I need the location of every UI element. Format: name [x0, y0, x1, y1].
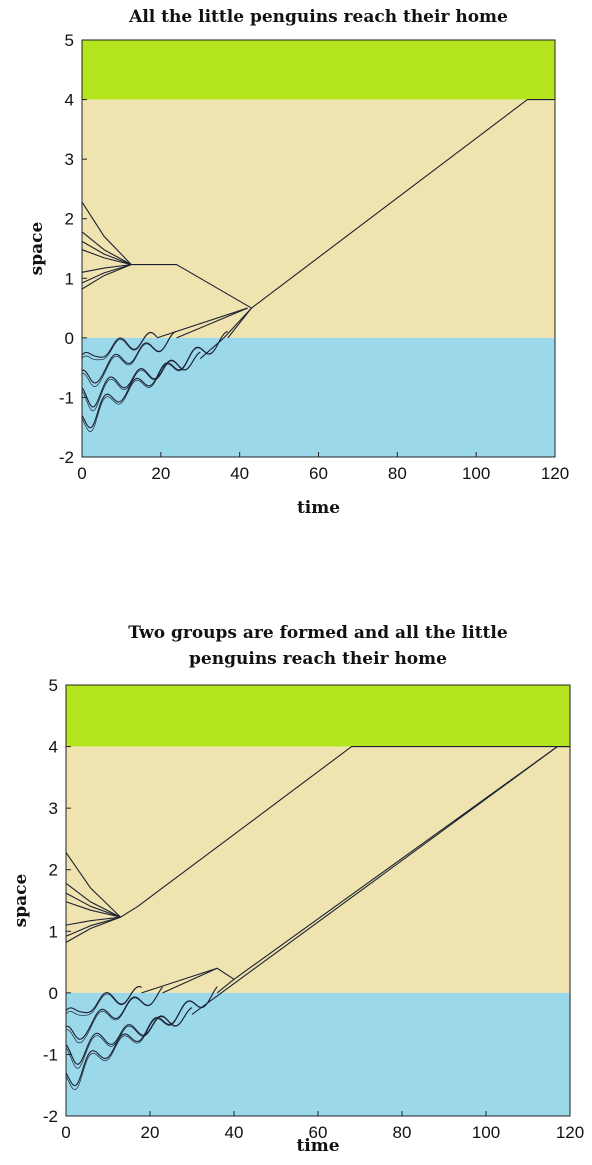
trajectory-sea	[65, 986, 142, 1016]
x-axis-label: time	[297, 498, 340, 518]
region-sea	[82, 337, 555, 457]
trajectory-land	[81, 240, 132, 266]
y-tick-label: 4	[65, 91, 74, 110]
y-tick-label: 5	[49, 676, 58, 695]
chart-1: All the little penguins reach their home…	[0, 0, 592, 560]
x-tick-label: 40	[225, 1123, 244, 1142]
y-axis-label: space	[11, 873, 31, 927]
y-tick-label: 4	[49, 738, 58, 757]
trajectory-sea	[81, 351, 201, 408]
trajectory-sea	[81, 331, 228, 433]
chart-title-line: penguins reach their home	[189, 649, 447, 669]
trajectory-sea	[65, 986, 163, 1044]
y-tick-label: -1	[43, 1045, 58, 1064]
trajectory-swimmer	[227, 307, 252, 339]
trajectory-sea	[65, 986, 218, 1091]
trajectory-sea	[65, 986, 164, 1040]
trajectory-sea	[65, 986, 218, 1087]
chart-2-svg: Two groups are formed and all the little…	[11, 623, 584, 1156]
y-tick-label: 0	[65, 329, 74, 348]
x-tick-label: 0	[61, 1123, 70, 1142]
x-tick-label: 60	[309, 464, 328, 483]
trajectory-land	[81, 231, 132, 266]
region-land	[82, 99, 555, 338]
x-tick-label: 40	[230, 464, 249, 483]
y-tick-label: 5	[65, 31, 74, 50]
trajectory-land	[65, 916, 121, 937]
region-home	[82, 40, 555, 100]
trajectory-sea	[81, 331, 228, 429]
trajectory-land	[81, 264, 132, 284]
trajectory-sea	[81, 330, 177, 384]
trajectory-land	[81, 264, 132, 273]
trajectory-swimmer	[156, 307, 248, 339]
x-tick-label: 20	[151, 464, 170, 483]
trajectory-land	[81, 249, 132, 266]
x-tick-label: 80	[388, 464, 407, 483]
x-tick-label: 120	[541, 464, 569, 483]
trajectory-sea	[81, 351, 201, 412]
trajectory-land	[65, 901, 121, 918]
y-tick-label: 3	[49, 799, 58, 818]
trajectory-land	[65, 882, 121, 918]
trajectory-sea	[81, 331, 177, 387]
trajectory-swimmer	[216, 978, 235, 994]
y-tick-label: -1	[59, 388, 74, 407]
trajectory-land	[65, 916, 121, 926]
region-sea	[66, 992, 570, 1116]
y-tick-label: -2	[43, 1107, 58, 1126]
x-tick-label: 60	[309, 1123, 328, 1142]
trajectory-land	[81, 201, 132, 265]
region-land	[66, 746, 570, 993]
x-tick-label: 20	[141, 1123, 160, 1142]
x-tick-label: 120	[556, 1123, 584, 1142]
x-tick-label: 100	[462, 464, 490, 483]
trajectory-group	[120, 746, 570, 918]
x-tick-label: 80	[393, 1123, 412, 1142]
trajectory-land	[65, 852, 121, 918]
trajectory-swimmer	[141, 746, 570, 994]
trajectory-group	[131, 99, 555, 309]
trajectory-swimmer	[176, 307, 248, 339]
chart-2: Two groups are formed and all the little…	[0, 600, 592, 1160]
y-tick-label: 2	[65, 210, 74, 229]
y-tick-label: -2	[59, 448, 74, 467]
chart-title-line: All the little penguins reach their home	[128, 7, 508, 27]
x-tick-label: 0	[77, 464, 86, 483]
trajectory-land	[65, 916, 121, 943]
y-axis-label: space	[27, 221, 47, 275]
x-axis-label: time	[296, 1136, 339, 1156]
trajectory-land	[81, 264, 132, 290]
region-home	[66, 685, 570, 747]
trajectory-swimmer	[162, 967, 218, 994]
y-tick-label: 1	[65, 269, 74, 288]
y-tick-label: 2	[49, 861, 58, 880]
trajectory-sea	[81, 332, 158, 361]
y-tick-label: 3	[65, 150, 74, 169]
y-tick-label: 0	[49, 984, 58, 1003]
trajectory-land	[65, 892, 121, 918]
trajectory-swimmer	[199, 307, 252, 360]
x-tick-label: 100	[472, 1123, 500, 1142]
chart-title-line: Two groups are formed and all the little	[128, 623, 508, 643]
chart-1-svg: All the little penguins reach their home…	[27, 7, 569, 518]
y-tick-label: 1	[49, 922, 58, 941]
